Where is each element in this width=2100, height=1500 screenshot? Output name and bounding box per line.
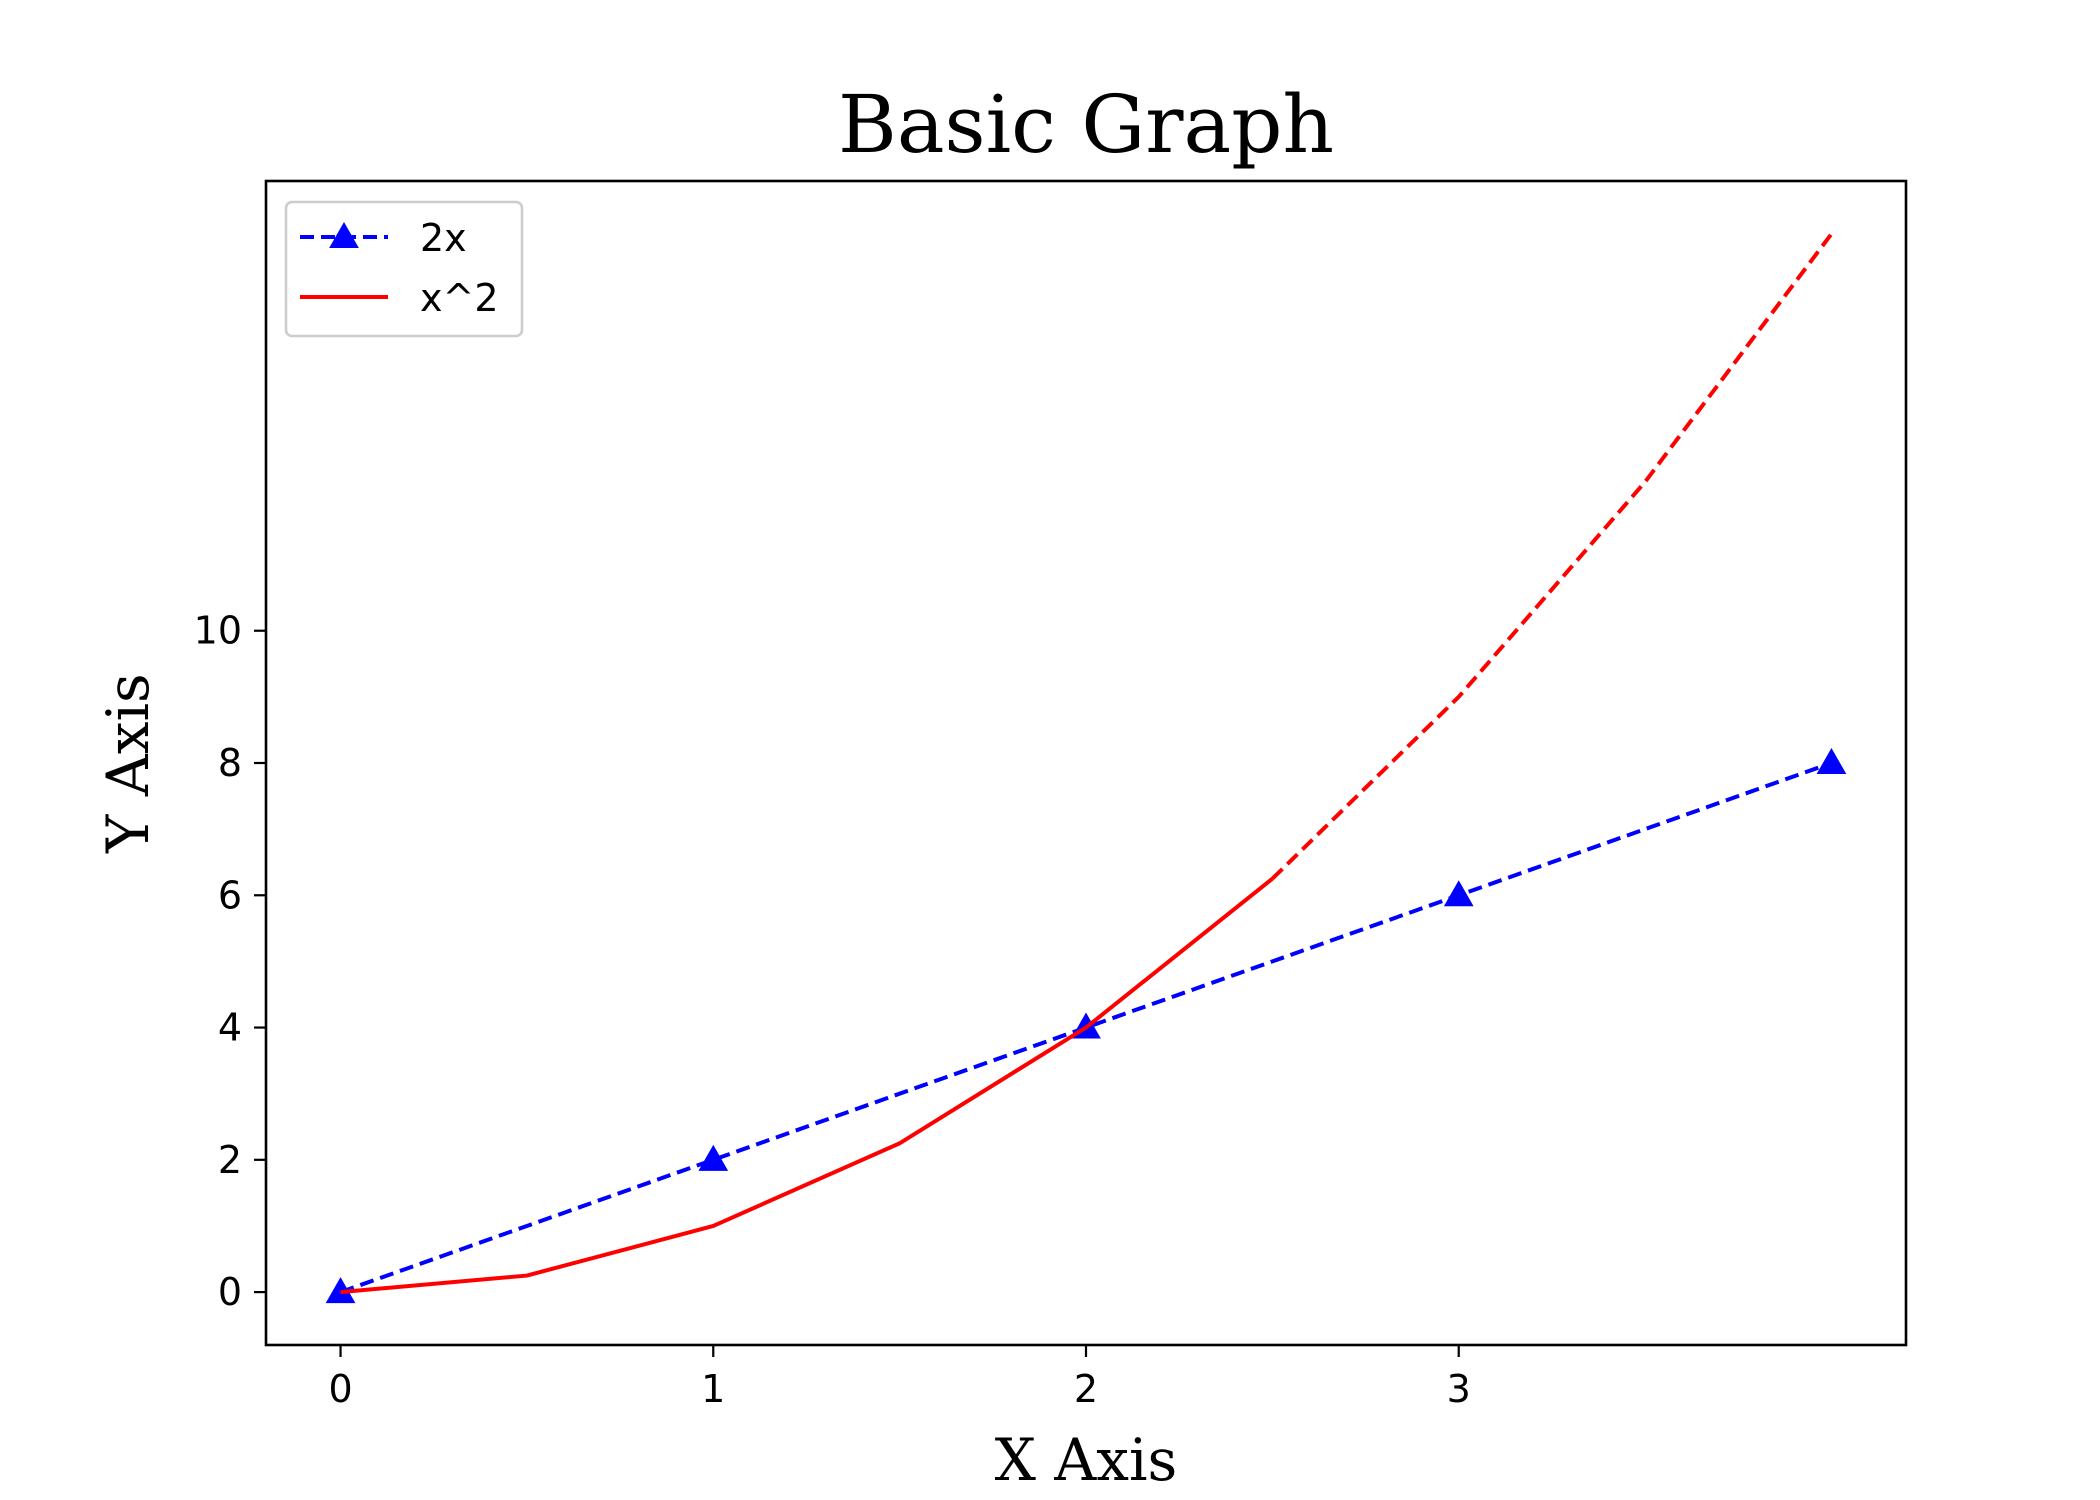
series-line-1 xyxy=(339,761,1833,1294)
y-tick-label: 0 xyxy=(218,1270,242,1314)
x-axis-label: X Axis xyxy=(995,1426,1178,1494)
y-tick-label: 6 xyxy=(218,873,242,917)
data-point-marker xyxy=(1816,747,1847,774)
y-axis-label: Y Axis xyxy=(94,673,162,854)
y-tick-label: 8 xyxy=(218,741,242,785)
x-tick-label: 3 xyxy=(1447,1367,1471,1411)
y-tick-label: 2 xyxy=(218,1138,242,1182)
chart-title: Basic Graph xyxy=(838,78,1334,171)
legend-items: 2xx^2 xyxy=(300,216,499,320)
data-point-marker xyxy=(698,1144,729,1171)
y-tick-label: 10 xyxy=(194,609,242,653)
y-axis: 0 2 4 6 8 10 xyxy=(194,609,266,1314)
x-axis: 0 1 2 3 xyxy=(328,1345,1471,1411)
legend-label-1: 2x xyxy=(420,216,467,260)
legend: 2xx^2 xyxy=(284,200,524,338)
data-point-marker xyxy=(1443,880,1474,907)
legend-label-2: x^2 xyxy=(420,276,499,320)
series-line-2 xyxy=(340,877,1274,1295)
y-tick-label: 4 xyxy=(218,1006,242,1050)
x-tick-label: 0 xyxy=(328,1367,352,1411)
x-tick-label: 2 xyxy=(1074,1367,1098,1411)
x-tick-label: 1 xyxy=(701,1367,725,1411)
legend-marker xyxy=(329,221,359,248)
series-layer xyxy=(325,232,1847,1304)
series-line-3 xyxy=(1270,232,1834,881)
